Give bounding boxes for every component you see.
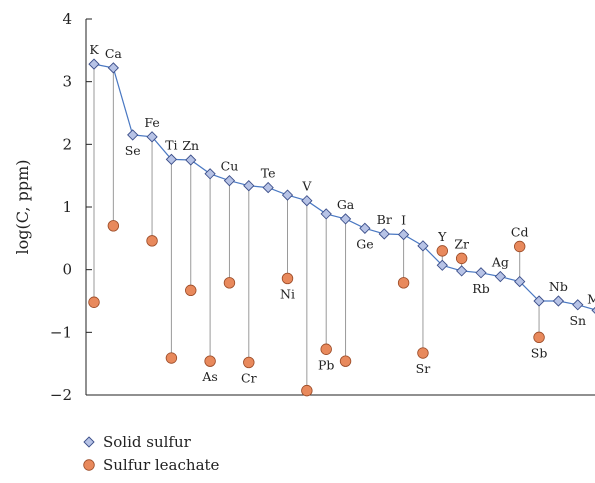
leachate-point [320, 343, 332, 355]
element-label: Ti [165, 137, 177, 152]
element-label: Cd [511, 224, 529, 239]
leachate-point [455, 252, 468, 265]
solid-point [243, 180, 255, 192]
element-label: Ga [337, 197, 355, 212]
element-label: Ni [280, 286, 295, 301]
y-tick-label: 2 [62, 135, 72, 153]
solid-point [533, 295, 545, 307]
leachate-point [204, 355, 216, 367]
y-tick-label: −1 [50, 323, 72, 341]
solid-point [301, 195, 313, 207]
legend-label: Solid sulfur [103, 433, 192, 451]
element-label: Y [437, 229, 447, 244]
element-label: As [201, 369, 217, 384]
element-label: Ca [105, 46, 123, 61]
solid-point [339, 213, 352, 225]
element-label: Pb [318, 357, 334, 372]
solid-point [107, 62, 119, 74]
leachate-point [243, 356, 255, 369]
element-label: Te [261, 166, 276, 181]
solid-point [494, 270, 506, 283]
y-axis-label: log(C, ppm) [13, 160, 32, 255]
leachate-point [223, 277, 236, 289]
leachate-point [146, 235, 158, 247]
element-label: K [89, 42, 99, 57]
solid-point [127, 129, 139, 141]
leachate-point [397, 277, 410, 289]
y-tick-label: −2 [50, 386, 72, 404]
leachate-point [436, 245, 449, 257]
solid-point [88, 58, 100, 70]
solid-point [456, 265, 468, 277]
element-label: Fe [144, 115, 159, 130]
leachate-point [514, 240, 526, 253]
leachate-point [339, 355, 352, 367]
element-label: Zn [182, 138, 199, 153]
leachate-point [185, 284, 197, 297]
leachate-point [301, 384, 313, 397]
solid-point [262, 181, 274, 194]
element-label: Rb [472, 281, 489, 296]
element-label: Nb [549, 279, 568, 294]
legend: Solid sulfur Sulfur leachate [83, 433, 220, 474]
solid-point [320, 208, 332, 220]
solid-point [591, 306, 595, 314]
y-tick-label: 1 [62, 198, 72, 216]
solid-point [514, 275, 526, 288]
solid-point [417, 240, 429, 252]
element-label: Cu [221, 159, 239, 174]
element-label: Mo [587, 291, 595, 306]
solid-point [359, 222, 371, 234]
element-label: Sb [531, 345, 548, 360]
solid-point [397, 228, 410, 241]
y-tick-label: 4 [62, 10, 72, 28]
element-label: V [301, 179, 312, 194]
leachate-point [88, 296, 100, 308]
element-label: Ge [356, 236, 373, 251]
y-tick-label: 3 [62, 73, 72, 91]
leachate-point [417, 347, 429, 359]
element-label: Se [125, 143, 141, 158]
solid-point [204, 168, 216, 180]
leachate-point [107, 220, 120, 232]
solid-point [436, 259, 448, 271]
solid-point [378, 228, 390, 240]
element-label: I [401, 213, 406, 228]
solid-point [281, 189, 294, 201]
solid-point [223, 175, 236, 187]
solid-point [185, 154, 197, 166]
leachate-point [533, 331, 545, 344]
element-label: Cr [241, 370, 257, 385]
solid-point [475, 267, 487, 279]
solid-point [552, 295, 565, 307]
legend-circle-icon [83, 459, 95, 471]
y-tick-label: 0 [62, 261, 72, 279]
element-label: Br [377, 212, 392, 227]
element-label: Ag [491, 255, 509, 270]
leachate-point [281, 272, 294, 285]
leachate-point [165, 352, 178, 364]
legend-label: Sulfur leachate [103, 456, 220, 474]
element-label: Sr [416, 361, 431, 376]
legend-diamond-icon [83, 436, 95, 448]
solid-point [165, 153, 178, 166]
solid-point [572, 299, 584, 311]
solid-point [146, 131, 158, 143]
element-label: Zr [454, 236, 469, 251]
element-label: Sn [569, 313, 586, 328]
